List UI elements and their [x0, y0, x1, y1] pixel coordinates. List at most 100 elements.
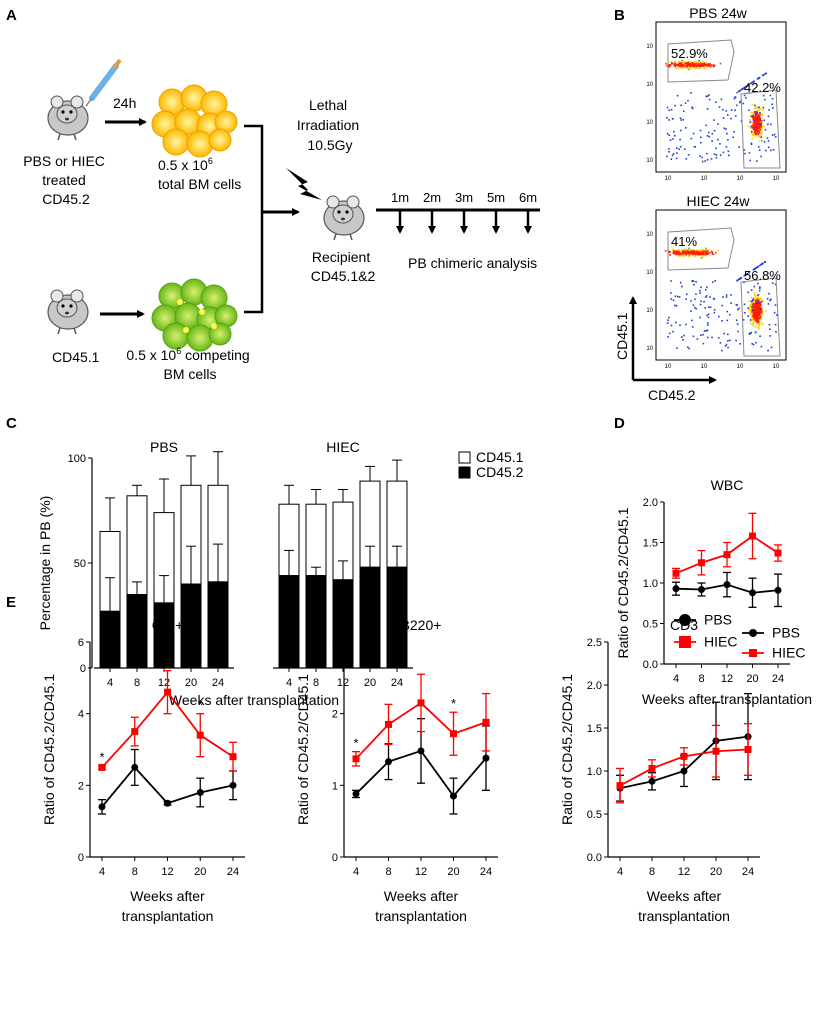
- y-tick-label: 2.5: [587, 637, 602, 649]
- flow-x-tick: 10: [737, 176, 744, 182]
- point-hiec: [698, 559, 705, 567]
- flow-event-dot: [688, 251, 691, 254]
- flow-y-tick: 10: [646, 158, 653, 164]
- flow-event-dot: [702, 255, 704, 258]
- flow-event-dot: [705, 95, 708, 98]
- flow-event-dot: [689, 251, 692, 253]
- flow-event-dot: [684, 248, 687, 250]
- x-tick-label: 24: [227, 866, 239, 878]
- flow-event-dot: [754, 128, 756, 131]
- flow-event-dot: [759, 130, 762, 132]
- flow-event-dot: [688, 347, 690, 350]
- flow-event-dot: [756, 311, 758, 313]
- flow-event-dot: [753, 297, 755, 299]
- legend-label-pbs: PBS: [772, 625, 800, 641]
- flow-event-dot: [679, 117, 682, 119]
- flow-event-dot: [735, 339, 737, 342]
- flow-event-dot: [684, 251, 687, 254]
- flow-event-dot: [752, 119, 755, 121]
- flow-event-dot: [706, 253, 708, 255]
- flow-event-dot: [756, 131, 758, 134]
- y-tick-label: 1: [332, 780, 338, 792]
- flow-event-dot: [736, 104, 738, 107]
- point-pbs: [774, 586, 782, 594]
- flow-event-dot: [747, 307, 749, 309]
- flow-event-dot: [760, 309, 763, 312]
- flow-event-dot: [750, 311, 752, 314]
- flow-event-dot: [723, 332, 725, 335]
- flow-event-dot: [773, 311, 776, 314]
- flow-event-dot: [694, 255, 697, 258]
- flow-event-dot: [723, 127, 726, 130]
- flow-event-dot: [688, 60, 691, 63]
- flow-event-dot: [700, 286, 702, 289]
- x-axis-label-line1: Weeks after: [130, 888, 205, 904]
- panel-e-cd3-line-chart: CD3 0.0 0.5 1.0 1.5 2.0 2.5 4 8 12 20 24 Ratio of CD…: [559, 617, 805, 924]
- flow-event-dot: [758, 106, 760, 109]
- flow-event-dot: [676, 63, 678, 66]
- flow-event-dot: [697, 62, 699, 65]
- flow-event-dot: [708, 65, 711, 67]
- flow-event-dot: [727, 333, 729, 336]
- significance-marker: *: [451, 696, 456, 711]
- flow-event-dot: [728, 154, 730, 157]
- flow-event-dot: [679, 251, 681, 254]
- flow-event-dot: [686, 293, 688, 296]
- recipient-mouse-icon: [323, 195, 365, 241]
- panel-c-stacked-bar-chart: C 0 50 100 Percentage in PB (%) PBS 4 8 12 20 24 HI…: [6, 415, 524, 708]
- flow-event-dot: [674, 65, 677, 67]
- flow-event-dot: [753, 125, 756, 128]
- flow-event-dot: [761, 114, 764, 117]
- flow-event-dot: [681, 285, 683, 288]
- flow-event-dot: [683, 334, 685, 337]
- flow-event-dot: [753, 123, 755, 126]
- flow-x-tick: 10: [773, 364, 780, 370]
- x-tick-label: 20: [194, 866, 206, 878]
- flow-event-dot: [707, 63, 710, 65]
- flow-event-dot: [668, 151, 670, 153]
- chart-title: Gr1+: [152, 617, 184, 633]
- flow-event-dot: [760, 123, 763, 125]
- flow-event-dot: [746, 85, 748, 87]
- flow-event-dot: [755, 316, 757, 319]
- flow-event-dot: [753, 310, 755, 312]
- flow-event-dot: [730, 294, 732, 296]
- flow-event-dot: [751, 302, 754, 304]
- flow-event-dot: [761, 299, 764, 302]
- flow-event-dot: [759, 300, 762, 303]
- timepoint-label: 2m: [423, 190, 441, 205]
- flow-event-dot: [756, 134, 758, 136]
- flow-event-dot: [754, 119, 757, 121]
- y-tick-label: 0: [80, 663, 86, 675]
- flow-event-dot: [704, 250, 706, 253]
- flow-event-dot: [748, 332, 751, 334]
- flow-event-dot: [740, 120, 743, 122]
- flow-event-dot: [764, 128, 767, 131]
- x-tick-label: 4: [353, 866, 359, 878]
- flow-event-dot: [674, 304, 676, 307]
- point-hiec: [417, 699, 425, 707]
- flow-event-dot: [668, 332, 671, 335]
- flow-event-dot: [754, 315, 756, 317]
- x-tick-label: 8: [132, 866, 138, 878]
- flow-event-dot: [693, 65, 696, 68]
- flow-event-dot: [678, 253, 680, 256]
- flow-event-dot: [704, 289, 707, 291]
- flow-event-dot: [704, 253, 707, 256]
- flow-y-tick: 10: [646, 270, 653, 276]
- flow-event-dot: [699, 292, 701, 294]
- flow-event-dot: [710, 250, 713, 253]
- flow-y-tick: 10: [646, 44, 653, 50]
- flow-y-tick: 10: [646, 308, 653, 314]
- flow-event-dot: [670, 292, 672, 294]
- flow-event-dot: [692, 254, 694, 257]
- y-axis-label: Ratio of CD45.2/CD45.1: [295, 674, 311, 825]
- flow-event-dot: [696, 338, 699, 340]
- competitor-mouse-icon: [47, 289, 89, 335]
- bar-cd45-2: [207, 581, 229, 669]
- flow-event-dot: [692, 132, 695, 135]
- flow-event-dot: [754, 106, 757, 108]
- flow-event-dot: [756, 125, 758, 127]
- flow-event-dot: [757, 306, 759, 309]
- point-hiec: [749, 532, 756, 540]
